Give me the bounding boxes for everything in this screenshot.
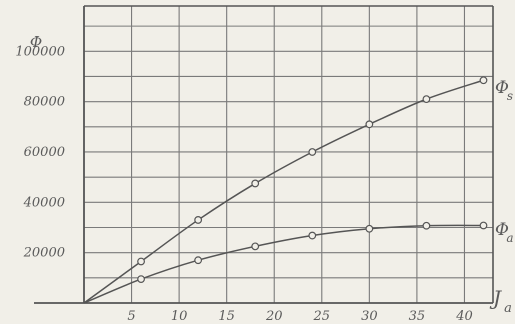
y-tick-label: 40000: [23, 195, 65, 210]
tick-labels: 5 10 15 20 25 30 35 40 20000 40000 60000 80000 10000…: [15, 44, 472, 324]
data-point: [365, 120, 374, 129]
data-point: [308, 148, 317, 156]
series-label-main: Φ: [495, 78, 509, 98]
x-axis-label-sub: a: [504, 301, 512, 316]
grid: [84, 6, 493, 303]
data-point: [479, 221, 488, 230]
data-point: [365, 224, 374, 233]
series-label-phi-a: Φ a: [495, 220, 514, 245]
series-label-sub: s: [507, 89, 513, 103]
x-tick-label: 25: [313, 309, 331, 324]
series-label-main: Φ: [495, 220, 509, 240]
x-tick-label: 30: [361, 309, 378, 324]
series-label-phi-s: Φ s: [495, 78, 513, 103]
x-axis-label-main: J: [489, 286, 502, 310]
data-point: [479, 76, 488, 85]
x-axis-label: J a: [489, 286, 512, 316]
x-tick-label: 15: [218, 309, 235, 324]
data-point: [251, 179, 260, 188]
series-layer: [83, 79, 484, 304]
y-tick-label: 60000: [24, 145, 65, 160]
y-tick-label: 100000: [15, 44, 65, 59]
x-tick-label: 20: [265, 309, 283, 324]
data-point: [194, 256, 203, 265]
y-tick-label: 80000: [24, 95, 65, 110]
data-point: [137, 257, 145, 266]
x-tick-label: 5: [127, 309, 135, 324]
points-layer: [137, 76, 488, 283]
x-tick-label: 10: [171, 309, 188, 324]
axes: [34, 5, 494, 304]
series-label-sub: a: [506, 231, 513, 245]
data-point: [308, 231, 317, 240]
series-line-phi-a: [83, 224, 484, 304]
x-tick-label: 35: [409, 309, 426, 324]
y-tick-label: 20000: [23, 246, 65, 261]
data-point: [422, 95, 431, 104]
data-point: [251, 242, 260, 251]
x-tick-label: 40: [455, 309, 473, 324]
series-line-phi-s: [83, 79, 484, 304]
data-point: [194, 216, 203, 224]
y-axis-label: Φ: [30, 33, 42, 51]
data-point: [137, 275, 145, 283]
data-point: [422, 221, 431, 230]
